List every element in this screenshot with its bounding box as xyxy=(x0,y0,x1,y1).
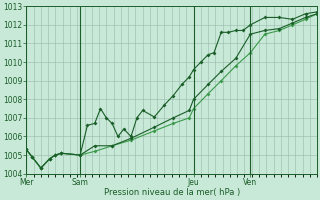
X-axis label: Pression niveau de la mer( hPa ): Pression niveau de la mer( hPa ) xyxy=(104,188,240,197)
